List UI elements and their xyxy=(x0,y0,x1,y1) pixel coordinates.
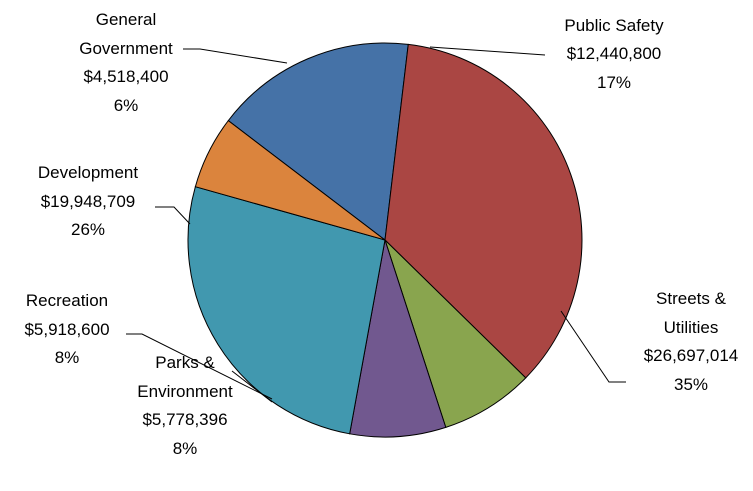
pie-slice-streets-utilities xyxy=(384,43,583,379)
label-streets-utilities-value: $26,697,014 xyxy=(644,346,739,365)
leader-line-general-government xyxy=(183,48,288,64)
label-streets-utilities-name-line1: Streets & xyxy=(656,289,727,308)
leader-lines xyxy=(126,46,626,403)
leader-line-public-safety xyxy=(429,46,546,56)
label-public-safety-percent: 17% xyxy=(597,73,631,92)
pie-slice-public-safety xyxy=(227,42,409,241)
label-public-safety-name: Public Safety xyxy=(564,16,664,35)
label-recreation-name: Recreation xyxy=(26,291,108,310)
label-general-government-percent: 6% xyxy=(114,96,139,115)
label-parks-environment-percent: 8% xyxy=(173,439,198,458)
leader-line-streets-utilities xyxy=(560,310,626,383)
pie-slice-development xyxy=(187,186,386,435)
pie-slice-general-government xyxy=(194,119,386,241)
label-public-safety-value: $12,440,800 xyxy=(567,44,662,63)
leader-line-development xyxy=(155,206,191,225)
label-general-government-name-line1: General xyxy=(96,10,156,29)
pie-slices xyxy=(187,42,583,438)
label-development-percent: 26% xyxy=(71,220,105,239)
label-recreation-percent: 8% xyxy=(55,348,80,367)
leader-line-recreation xyxy=(126,333,273,400)
label-streets-utilities-name-line2: Utilities xyxy=(664,318,719,337)
pie-slice-parks-environment xyxy=(384,239,527,429)
label-streets-utilities-percent: 35% xyxy=(674,375,708,394)
label-general-government-name-line2: Government xyxy=(79,39,173,58)
pie-slice-recreation xyxy=(349,239,447,438)
leader-line-parks-environment xyxy=(231,370,273,403)
label-recreation-value: $5,918,600 xyxy=(24,320,109,339)
label-general-government-value: $4,518,400 xyxy=(83,67,168,86)
label-parks-environment-name-line2: Environment xyxy=(137,382,233,401)
label-development-name: Development xyxy=(38,163,138,182)
label-parks-environment-value: $5,778,396 xyxy=(142,410,227,429)
label-parks-environment-name-line1: Parks & xyxy=(155,353,215,372)
label-development-value: $19,948,709 xyxy=(41,192,136,211)
